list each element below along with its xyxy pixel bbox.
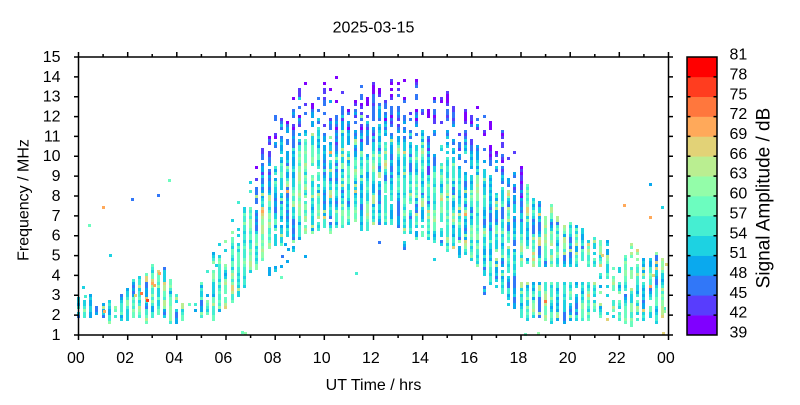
svg-text:78: 78 — [730, 67, 748, 84]
svg-text:63: 63 — [730, 166, 748, 183]
svg-text:02: 02 — [116, 350, 134, 367]
svg-text:06: 06 — [215, 350, 233, 367]
svg-text:18: 18 — [510, 350, 528, 367]
svg-text:54: 54 — [730, 225, 748, 242]
svg-text:57: 57 — [730, 206, 748, 223]
svg-text:1: 1 — [52, 327, 61, 344]
svg-text:04: 04 — [165, 350, 183, 367]
svg-text:4: 4 — [52, 267, 61, 284]
svg-text:14: 14 — [43, 69, 61, 86]
svg-text:81: 81 — [730, 47, 748, 64]
svg-text:12: 12 — [43, 109, 61, 126]
svg-text:UT Time / hrs: UT Time / hrs — [326, 377, 422, 394]
svg-text:7: 7 — [52, 208, 61, 225]
svg-text:11: 11 — [44, 128, 61, 145]
svg-text:10: 10 — [43, 148, 61, 165]
svg-text:20: 20 — [559, 350, 577, 367]
svg-text:08: 08 — [264, 350, 282, 367]
svg-text:75: 75 — [730, 86, 748, 103]
svg-text:45: 45 — [730, 285, 748, 302]
svg-text:13: 13 — [43, 89, 61, 106]
svg-text:39: 39 — [730, 325, 748, 342]
svg-text:2025-03-15: 2025-03-15 — [333, 20, 415, 37]
svg-text:22: 22 — [608, 350, 626, 367]
svg-text:60: 60 — [730, 186, 748, 203]
svg-text:69: 69 — [730, 126, 748, 143]
svg-text:Frequency / MHz: Frequency / MHz — [16, 139, 33, 261]
svg-text:51: 51 — [730, 245, 748, 262]
svg-text:16: 16 — [460, 350, 478, 367]
svg-text:8: 8 — [52, 188, 61, 205]
svg-text:9: 9 — [52, 168, 61, 185]
svg-text:14: 14 — [411, 350, 429, 367]
svg-text:66: 66 — [730, 146, 748, 163]
svg-text:10: 10 — [313, 350, 331, 367]
svg-text:2: 2 — [52, 307, 61, 324]
svg-text:42: 42 — [730, 305, 748, 322]
svg-text:48: 48 — [730, 265, 748, 282]
svg-text:15: 15 — [43, 49, 61, 66]
svg-text:5: 5 — [52, 248, 61, 265]
svg-text:6: 6 — [52, 228, 61, 245]
svg-text:Signal Amplitude / dB: Signal Amplitude / dB — [754, 108, 775, 289]
svg-text:72: 72 — [730, 106, 748, 123]
svg-text:00: 00 — [657, 350, 675, 367]
svg-text:00: 00 — [67, 350, 85, 367]
svg-text:3: 3 — [52, 287, 61, 304]
svg-text:12: 12 — [362, 350, 380, 367]
